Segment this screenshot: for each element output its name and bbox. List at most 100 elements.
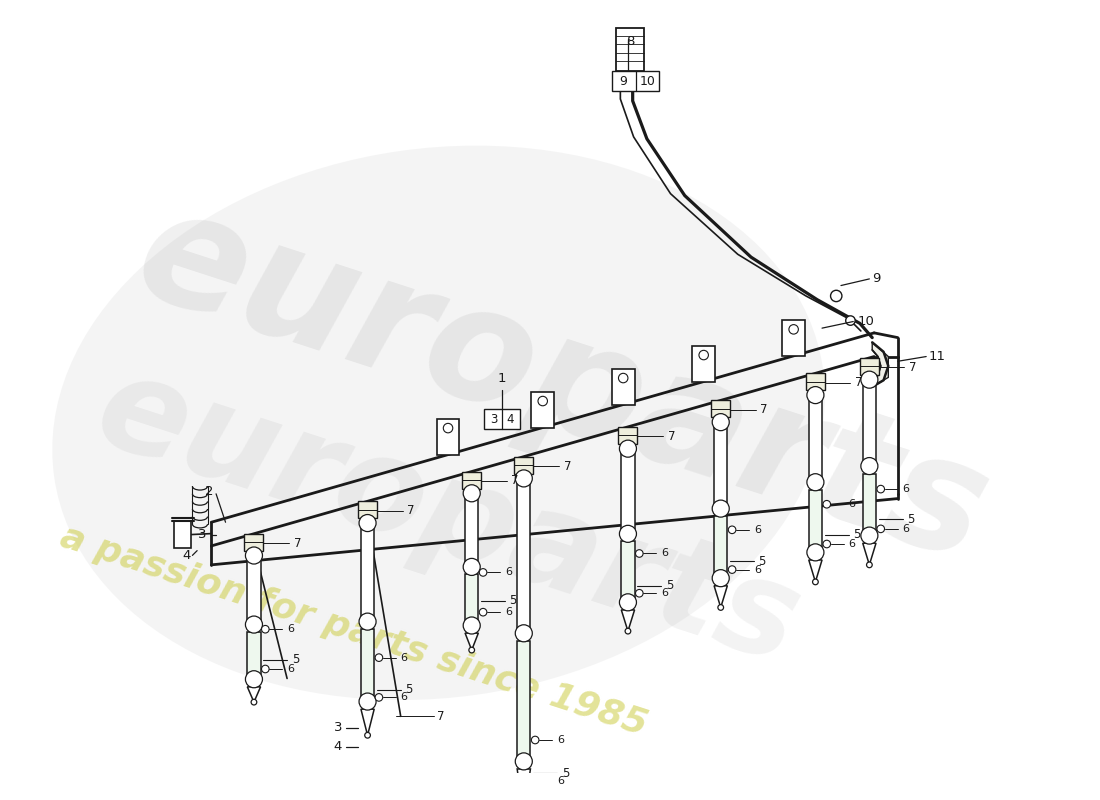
- Text: 7: 7: [407, 504, 415, 518]
- Circle shape: [625, 628, 630, 634]
- Polygon shape: [862, 543, 876, 565]
- Circle shape: [823, 501, 830, 508]
- Polygon shape: [517, 769, 530, 800]
- Circle shape: [463, 558, 481, 575]
- Text: 7: 7: [512, 474, 519, 487]
- Text: 6: 6: [287, 624, 294, 634]
- Polygon shape: [612, 369, 635, 405]
- Circle shape: [538, 396, 548, 406]
- Text: 5: 5: [854, 528, 860, 541]
- Text: 6: 6: [754, 565, 761, 574]
- Circle shape: [443, 423, 453, 433]
- Text: 6: 6: [400, 693, 408, 702]
- Circle shape: [877, 525, 884, 533]
- Bar: [714, 516, 727, 574]
- Bar: [862, 474, 876, 531]
- Polygon shape: [465, 633, 478, 650]
- Text: 4: 4: [507, 413, 515, 426]
- Polygon shape: [359, 502, 377, 518]
- Circle shape: [619, 594, 637, 611]
- Bar: [484, 409, 520, 430]
- Bar: [714, 427, 727, 504]
- Text: 3: 3: [333, 721, 342, 734]
- Circle shape: [877, 486, 884, 493]
- Bar: [616, 28, 644, 70]
- Polygon shape: [808, 560, 822, 582]
- Text: 6: 6: [661, 588, 668, 598]
- Circle shape: [359, 613, 376, 630]
- Circle shape: [359, 514, 376, 531]
- Circle shape: [251, 699, 256, 705]
- Circle shape: [813, 579, 818, 585]
- Polygon shape: [618, 427, 637, 444]
- Bar: [808, 490, 822, 548]
- Bar: [361, 528, 374, 617]
- Circle shape: [515, 625, 532, 642]
- Circle shape: [245, 670, 263, 688]
- Text: 5: 5: [908, 513, 914, 526]
- Circle shape: [807, 474, 824, 490]
- Text: 6: 6: [661, 549, 668, 558]
- Polygon shape: [872, 342, 889, 387]
- Text: 9: 9: [619, 74, 627, 87]
- Text: 2: 2: [205, 486, 213, 498]
- Text: 7: 7: [668, 430, 675, 443]
- Polygon shape: [462, 471, 481, 489]
- Text: 1: 1: [498, 372, 506, 385]
- Polygon shape: [248, 687, 261, 702]
- Text: 10: 10: [857, 315, 873, 328]
- Text: 6: 6: [287, 664, 294, 674]
- Bar: [517, 483, 530, 629]
- Circle shape: [262, 626, 270, 633]
- Text: europarts: europarts: [81, 344, 815, 690]
- Text: 8: 8: [627, 34, 635, 48]
- Text: 11: 11: [930, 350, 946, 363]
- Circle shape: [262, 666, 270, 673]
- Circle shape: [712, 500, 729, 517]
- Text: 7: 7: [294, 537, 301, 550]
- Text: a passion for parts since 1985: a passion for parts since 1985: [56, 520, 651, 742]
- Circle shape: [789, 325, 799, 334]
- Circle shape: [823, 540, 830, 548]
- Circle shape: [463, 617, 481, 634]
- Circle shape: [480, 569, 487, 576]
- Circle shape: [515, 753, 532, 770]
- Circle shape: [846, 316, 855, 326]
- Text: 10: 10: [640, 74, 656, 87]
- Text: 5: 5: [509, 594, 517, 607]
- Bar: [621, 454, 635, 529]
- Polygon shape: [515, 457, 534, 474]
- Circle shape: [245, 547, 263, 564]
- Text: 6: 6: [902, 524, 910, 534]
- Bar: [175, 522, 191, 548]
- Bar: [612, 70, 659, 91]
- Polygon shape: [621, 610, 635, 631]
- Bar: [621, 542, 635, 598]
- Text: 4: 4: [183, 549, 190, 562]
- Circle shape: [480, 609, 487, 616]
- Polygon shape: [531, 391, 554, 427]
- Bar: [248, 560, 261, 620]
- Polygon shape: [782, 320, 805, 356]
- Polygon shape: [714, 586, 727, 607]
- Text: 5: 5: [759, 554, 766, 567]
- Text: 5: 5: [666, 579, 673, 592]
- Circle shape: [365, 733, 371, 738]
- Bar: [361, 630, 374, 697]
- Polygon shape: [437, 418, 460, 454]
- Circle shape: [861, 371, 878, 388]
- Text: 7: 7: [563, 460, 571, 473]
- Text: 5: 5: [406, 683, 412, 696]
- Circle shape: [728, 526, 736, 534]
- Circle shape: [861, 527, 878, 544]
- Circle shape: [712, 570, 729, 586]
- Polygon shape: [860, 358, 879, 375]
- Circle shape: [515, 470, 532, 487]
- Text: 6: 6: [848, 499, 856, 510]
- Text: 6: 6: [902, 484, 910, 494]
- Text: 3: 3: [198, 528, 207, 541]
- Circle shape: [375, 694, 383, 701]
- Circle shape: [619, 440, 637, 457]
- Circle shape: [807, 386, 824, 404]
- Text: 6: 6: [754, 525, 761, 535]
